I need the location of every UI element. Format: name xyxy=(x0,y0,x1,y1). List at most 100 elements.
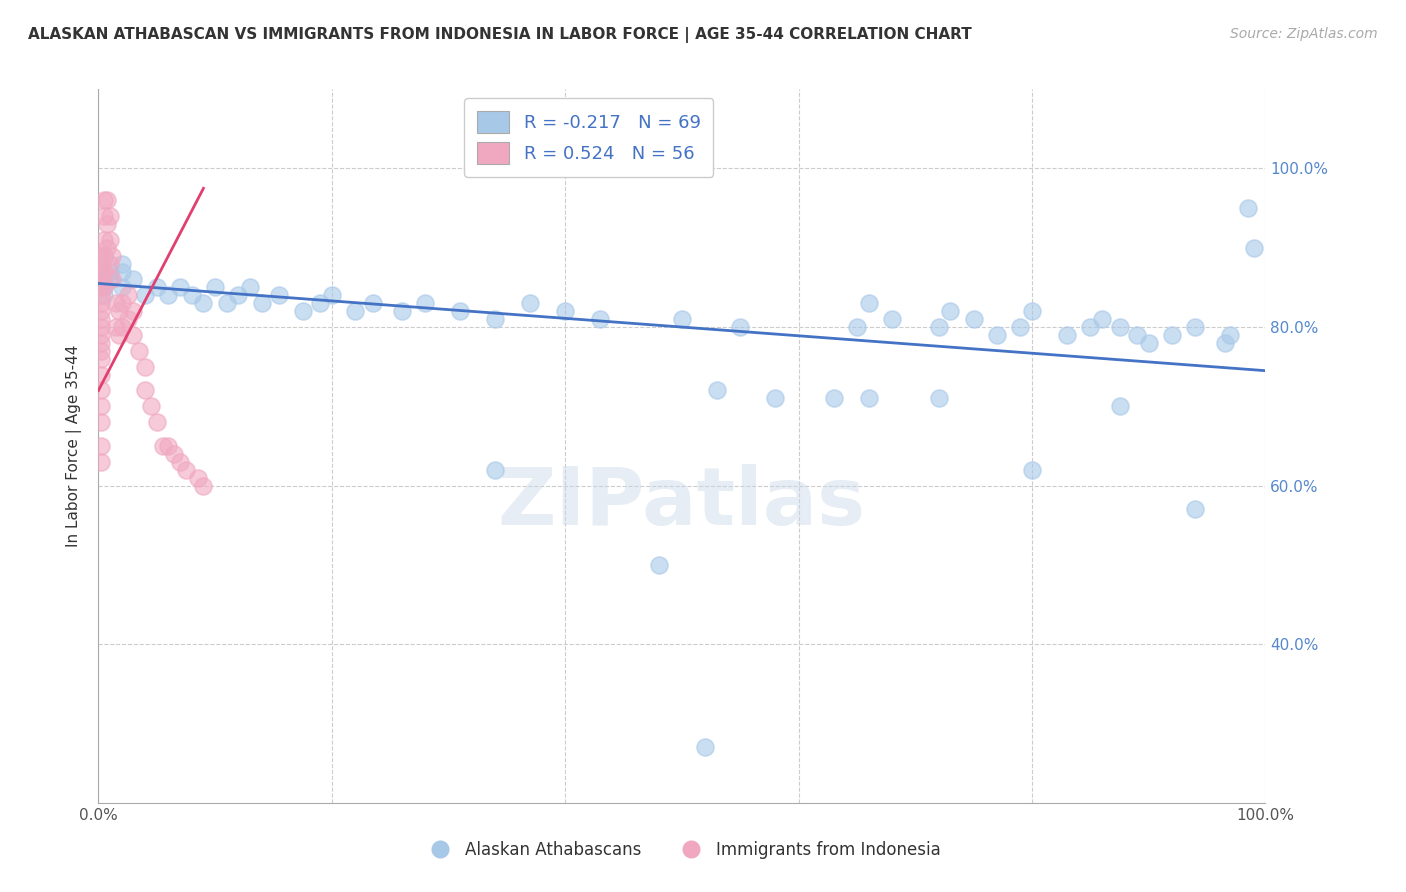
Point xyxy=(391,304,413,318)
Point xyxy=(90,272,112,286)
Point xyxy=(361,296,384,310)
Point xyxy=(484,312,506,326)
Point xyxy=(1137,335,1160,350)
Point xyxy=(122,272,145,286)
Point xyxy=(519,296,541,310)
Point xyxy=(269,288,291,302)
Point xyxy=(96,193,118,207)
Point xyxy=(90,368,112,382)
Point xyxy=(730,320,752,334)
Point xyxy=(928,320,950,334)
Point xyxy=(1010,320,1032,334)
Point xyxy=(939,304,962,318)
Point xyxy=(239,280,262,294)
Point xyxy=(98,233,121,247)
Point xyxy=(986,328,1008,343)
Point xyxy=(1108,320,1130,334)
Point xyxy=(93,193,115,207)
Point xyxy=(98,272,121,286)
Point xyxy=(101,249,124,263)
Point xyxy=(880,312,903,326)
Point xyxy=(291,304,314,318)
Point xyxy=(484,463,506,477)
Point xyxy=(858,296,880,310)
Point xyxy=(93,280,115,294)
Point xyxy=(928,392,950,406)
Point xyxy=(250,296,273,310)
Point xyxy=(589,312,612,326)
Point xyxy=(1213,335,1236,350)
Point xyxy=(180,288,202,302)
Point xyxy=(647,558,669,572)
Point xyxy=(93,209,115,223)
Point xyxy=(104,296,127,310)
Point xyxy=(193,296,215,310)
Point xyxy=(90,296,112,310)
Point xyxy=(413,296,436,310)
Point xyxy=(169,455,191,469)
Point xyxy=(90,264,112,278)
Point xyxy=(90,320,112,334)
Point xyxy=(93,288,115,302)
Point xyxy=(111,320,134,334)
Point xyxy=(96,241,118,255)
Point xyxy=(93,249,115,263)
Point xyxy=(122,328,145,343)
Point xyxy=(823,392,845,406)
Point xyxy=(174,463,197,477)
Point xyxy=(169,280,191,294)
Point xyxy=(128,343,150,358)
Point xyxy=(90,439,112,453)
Point xyxy=(111,264,134,278)
Point xyxy=(1021,304,1043,318)
Y-axis label: In Labor Force | Age 35-44: In Labor Force | Age 35-44 xyxy=(66,345,83,547)
Point xyxy=(152,439,174,453)
Point xyxy=(101,272,124,286)
Point xyxy=(104,320,127,334)
Point xyxy=(204,280,226,294)
Point xyxy=(1161,328,1184,343)
Point xyxy=(163,447,186,461)
Point xyxy=(1237,201,1260,215)
Point xyxy=(93,264,115,278)
Point xyxy=(1080,320,1102,334)
Point xyxy=(93,272,115,286)
Point xyxy=(1056,328,1078,343)
Point xyxy=(321,288,343,302)
Point xyxy=(117,288,139,302)
Point xyxy=(344,304,367,318)
Point xyxy=(449,304,471,318)
Point xyxy=(90,257,112,271)
Point xyxy=(96,217,118,231)
Point xyxy=(846,320,869,334)
Point xyxy=(1108,400,1130,414)
Point xyxy=(90,335,112,350)
Point xyxy=(1126,328,1149,343)
Text: ZIPatlas: ZIPatlas xyxy=(498,464,866,542)
Point xyxy=(763,392,786,406)
Text: ALASKAN ATHABASCAN VS IMMIGRANTS FROM INDONESIA IN LABOR FORCE | AGE 35-44 CORRE: ALASKAN ATHABASCAN VS IMMIGRANTS FROM IN… xyxy=(28,27,972,43)
Point xyxy=(187,471,209,485)
Point xyxy=(215,296,238,310)
Point xyxy=(309,296,332,310)
Point xyxy=(554,304,576,318)
Point xyxy=(90,455,112,469)
Legend: Alaskan Athabascans, Immigrants from Indonesia: Alaskan Athabascans, Immigrants from Ind… xyxy=(416,835,948,866)
Point xyxy=(671,312,693,326)
Point xyxy=(93,233,115,247)
Point xyxy=(139,400,162,414)
Point xyxy=(90,351,112,366)
Point xyxy=(1243,241,1265,255)
Point xyxy=(134,288,156,302)
Point xyxy=(90,343,112,358)
Point xyxy=(1184,320,1206,334)
Text: Source: ZipAtlas.com: Source: ZipAtlas.com xyxy=(1230,27,1378,41)
Point xyxy=(111,280,134,294)
Point xyxy=(146,415,169,429)
Point xyxy=(193,478,215,492)
Point xyxy=(962,312,984,326)
Point xyxy=(157,288,180,302)
Point xyxy=(111,296,134,310)
Point xyxy=(93,264,115,278)
Point xyxy=(108,328,131,343)
